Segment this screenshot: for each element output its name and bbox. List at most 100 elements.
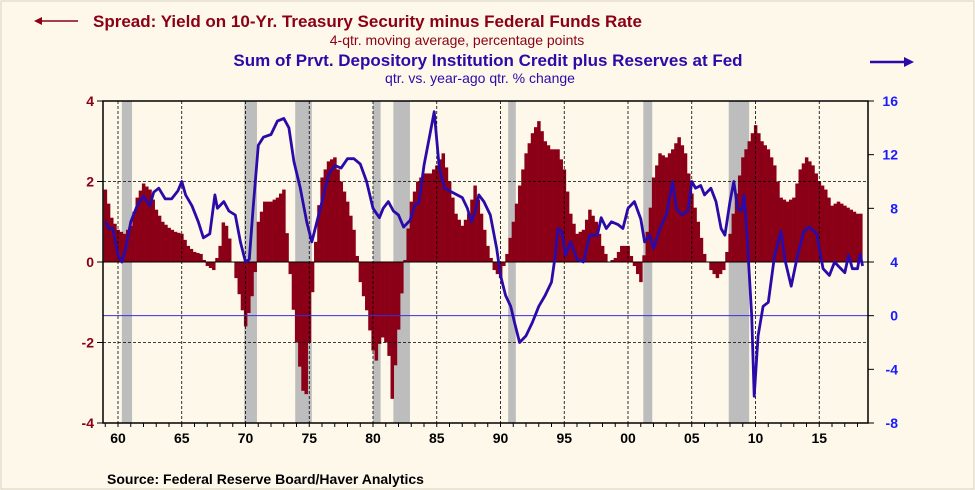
spread-bar: [425, 173, 430, 262]
x-tick-label: 15: [811, 430, 827, 446]
spread-bar: [288, 262, 293, 275]
spread-bar: [377, 262, 382, 344]
spread-bar: [524, 153, 528, 262]
spread-bar: [795, 183, 799, 262]
credit-growth-line: [104, 110, 864, 398]
spread-bar: [760, 141, 764, 262]
spread-bar: [604, 253, 608, 262]
spread-bar: [380, 262, 385, 338]
spread-bar: [549, 149, 554, 262]
spread-bar: [272, 199, 277, 262]
spread-bar: [830, 205, 834, 262]
spread-bar: [345, 201, 350, 262]
spread-bar: [773, 165, 777, 262]
x-tick-label: 70: [238, 430, 254, 446]
spread-bar: [189, 248, 194, 262]
spread-bar: [224, 225, 229, 262]
spread-bar: [530, 133, 535, 262]
spread-bar: [527, 143, 532, 262]
spread-bar: [502, 262, 506, 267]
spread-bar: [110, 217, 114, 262]
spread-bar: [661, 155, 665, 262]
spread-bar: [138, 190, 143, 262]
spread-bar: [782, 199, 787, 262]
spread-bar: [212, 262, 216, 271]
x-tick-label: 00: [620, 430, 636, 446]
spread-bar: [537, 121, 541, 262]
spread-bar: [470, 199, 474, 262]
spread-bar: [540, 131, 544, 262]
spread-bar: [164, 224, 168, 262]
spread-bar: [600, 245, 605, 262]
spread-bar: [339, 181, 344, 262]
spread-bar: [511, 221, 516, 262]
spread-bar: [584, 219, 589, 262]
spread-bar: [702, 253, 707, 262]
spread-bar: [667, 153, 672, 262]
spread-bar: [148, 189, 152, 262]
right-tick-label: 4: [890, 254, 898, 270]
left-tick-label: 2: [86, 174, 94, 190]
x-tick-label: 80: [365, 430, 381, 446]
spread-bar: [116, 229, 120, 262]
spread-bar: [368, 262, 372, 331]
spread-bar: [218, 245, 222, 262]
left-arrow-icon: [34, 17, 78, 25]
spread-bar: [269, 201, 273, 262]
spread-bar: [183, 239, 187, 262]
spread-bar: [416, 181, 420, 262]
right-tick-label: 0: [890, 308, 898, 324]
spread-bar: [620, 245, 624, 262]
spread-bar: [349, 215, 353, 262]
spread-bar: [387, 262, 391, 356]
spread-bar: [827, 197, 831, 262]
spread-bar: [473, 185, 477, 262]
spread-bar: [103, 189, 108, 262]
spread-bar: [712, 262, 716, 275]
spread-bar: [489, 257, 493, 262]
plot-area: 4 2 0 -2 -4 16 12 8 4 0 -4 -8 60 65 70 75 80 85 90 95 00 05 10…: [82, 93, 899, 446]
spread-bar: [170, 229, 175, 262]
spread-bar: [750, 133, 755, 262]
spread-bar: [718, 262, 723, 275]
spread-bar: [447, 181, 452, 262]
spread-bar: [849, 209, 854, 262]
spread-bar: [250, 262, 254, 297]
spread-bar: [304, 262, 308, 395]
spread-bar: [266, 201, 270, 262]
chart-subtitle: 4-qtr. moving average, percentage points: [330, 32, 585, 48]
spread-bar: [785, 201, 790, 262]
spread-bar: [546, 145, 551, 262]
source-note: Source: Federal Reserve Board/Haver Anal…: [107, 471, 424, 487]
spread-bar: [859, 213, 863, 262]
spread-bar: [202, 259, 206, 262]
spread-bar: [310, 262, 315, 293]
spread-bar: [804, 157, 809, 262]
spread-bar: [336, 169, 340, 262]
spread-bar: [438, 159, 442, 262]
spread-bar: [119, 231, 124, 262]
spread-bar: [613, 257, 618, 262]
spread-bar: [699, 237, 704, 262]
spread-bar: [833, 203, 838, 262]
spread-bar: [329, 159, 334, 262]
spread-bar: [451, 197, 455, 262]
spread-bar: [486, 245, 490, 262]
spread-bar: [505, 253, 509, 262]
spread-bar: [106, 203, 111, 262]
spread-bar: [285, 233, 289, 262]
spread-bar: [788, 199, 793, 262]
spread-bar: [569, 213, 573, 262]
spread-bar: [199, 253, 203, 262]
spread-bar: [763, 145, 767, 262]
spread-bar: [403, 259, 407, 262]
spread-bar: [129, 225, 133, 262]
spread-bar: [320, 177, 324, 262]
spread-bar: [553, 149, 557, 262]
x-tick-label: 85: [429, 430, 445, 446]
spread-bar: [814, 173, 818, 262]
spread-bar: [562, 169, 567, 262]
spread-bar: [247, 262, 251, 313]
x-tick-label: 05: [684, 430, 700, 446]
